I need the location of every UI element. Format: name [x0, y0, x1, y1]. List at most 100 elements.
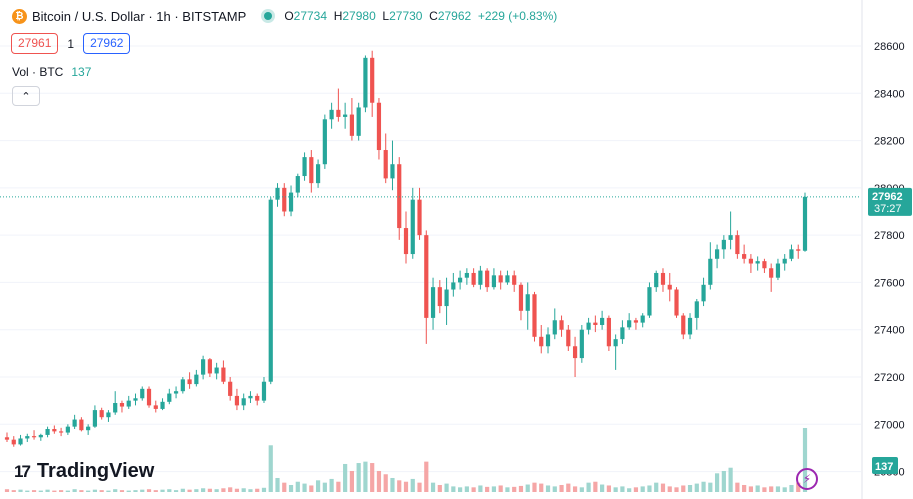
- candle-body: [99, 410, 104, 418]
- candle-body: [667, 284, 672, 290]
- candle-body: [518, 284, 524, 311]
- volume-bar: [471, 487, 476, 492]
- candle-body: [708, 258, 713, 285]
- volume-bar: [721, 470, 726, 492]
- volume-bar: [485, 486, 490, 492]
- candle-body: [566, 329, 571, 347]
- candle-body: [153, 405, 158, 409]
- volume-bar: [660, 483, 666, 492]
- candle-body: [221, 367, 226, 382]
- volume-bar: [417, 482, 422, 492]
- candle-body: [302, 157, 307, 177]
- volume-bar: [762, 487, 767, 492]
- candle-body: [620, 327, 625, 340]
- volume-bar: [613, 487, 618, 492]
- volume-bar: [65, 490, 70, 492]
- candle-body: [59, 431, 64, 433]
- volume-bar: [255, 488, 260, 492]
- volume-bar: [545, 485, 551, 492]
- candle-body: [201, 359, 206, 375]
- volume-bar: [113, 489, 118, 492]
- candle-body: [762, 261, 767, 269]
- candle-body: [660, 272, 666, 285]
- volume-bar: [755, 485, 760, 492]
- volume-bar: [444, 483, 449, 492]
- volume-bar: [99, 490, 104, 492]
- candle-body: [322, 119, 327, 165]
- symbol-title[interactable]: Bitcoin / U.S. Dollar · 1h · BITSTAMP: [32, 8, 247, 24]
- candle-body: [79, 419, 84, 431]
- volume-bar: [79, 490, 84, 492]
- volume-bar: [106, 490, 111, 492]
- volume-bar: [775, 486, 781, 492]
- candle-body: [728, 235, 733, 240]
- volume-bar: [45, 489, 50, 492]
- candle-body: [86, 426, 91, 431]
- volume-bar: [370, 463, 375, 492]
- y-tick-label: 28600: [874, 41, 905, 53]
- candle-body: [25, 436, 30, 439]
- y-tick-label: 27600: [874, 277, 905, 289]
- candle-body: [72, 419, 77, 427]
- lightning-icon[interactable]: ⚡: [796, 468, 818, 490]
- candle-body: [444, 289, 449, 307]
- volume-bar: [343, 463, 348, 492]
- volume-bar: [173, 490, 179, 492]
- candle-body: [288, 192, 294, 212]
- candle-body: [721, 239, 726, 250]
- volume-bar: [654, 482, 659, 492]
- volume-bar: [146, 489, 152, 492]
- candle-body: [126, 400, 131, 407]
- volume-bar: [464, 486, 469, 492]
- candle-body: [572, 346, 578, 359]
- volume-bar: [674, 487, 679, 492]
- volume-bar: [38, 490, 43, 492]
- volume-bar: [268, 445, 273, 492]
- candle-body: [417, 199, 422, 236]
- volume-tag: [872, 457, 898, 474]
- volume-bar: [228, 487, 233, 492]
- volume-bar: [491, 486, 497, 492]
- candle-body: [261, 381, 267, 401]
- candle-body: [113, 403, 118, 413]
- volume-bar: [694, 483, 699, 492]
- candle-body: [559, 320, 564, 330]
- collapse-legend-button[interactable]: ⌃: [12, 86, 40, 106]
- candle-body: [471, 272, 476, 285]
- ask-price-button[interactable]: 27962: [83, 33, 131, 54]
- candle-body: [742, 254, 747, 259]
- candle-body: [4, 437, 10, 440]
- volume-bar: [633, 487, 639, 492]
- volume-bar: [133, 490, 138, 492]
- volume-bar: [735, 482, 740, 492]
- candle-body: [390, 164, 395, 179]
- candle-body: [275, 187, 280, 200]
- tradingview-logo[interactable]: 17 TradingView: [14, 460, 154, 483]
- candle-body: [600, 317, 605, 325]
- bid-price-button[interactable]: 27961: [11, 33, 59, 54]
- candle-body: [370, 57, 375, 103]
- candle-body: [532, 294, 537, 337]
- volume-legend: Vol · BTC 137: [12, 65, 91, 79]
- volume-bar: [356, 463, 361, 492]
- volume-bar: [119, 490, 125, 492]
- volume-bar: [769, 486, 774, 492]
- candle-body: [478, 270, 483, 285]
- candle-body: [268, 199, 273, 382]
- candle-body: [525, 294, 530, 311]
- volume-bar: [539, 483, 544, 492]
- volume-bar: [187, 489, 192, 492]
- volume-bar: [140, 489, 145, 492]
- candle-body: [31, 436, 37, 438]
- volume-bar: [329, 478, 334, 492]
- volume-bar: [295, 481, 300, 492]
- volume-bar: [92, 489, 98, 492]
- candle-body: [92, 410, 98, 427]
- candle-body: [593, 322, 598, 325]
- candle-body: [485, 270, 490, 288]
- volume-bar: [160, 489, 165, 492]
- volume-bar: [708, 482, 713, 492]
- candle-body: [633, 320, 639, 323]
- candle-body: [464, 272, 469, 278]
